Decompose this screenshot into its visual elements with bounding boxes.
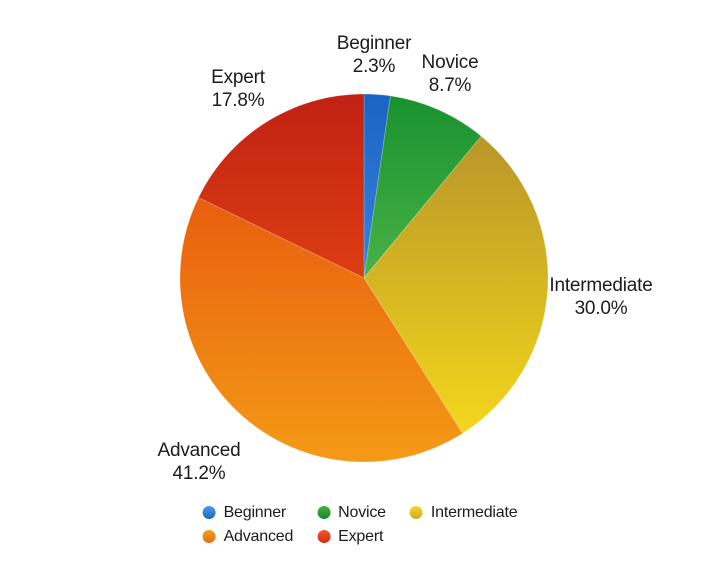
slice-callout-label: Advanced xyxy=(157,440,241,461)
legend-item-expert: Expert xyxy=(317,527,386,546)
slice-callout-label: Beginner xyxy=(336,33,412,54)
legend-item-intermediate: Intermediate xyxy=(409,503,518,522)
legend-item-advanced: Advanced xyxy=(202,527,294,546)
slice-callout-value: 2.3% xyxy=(352,56,396,77)
pie-slice-advanced xyxy=(179,197,463,463)
chart-legend: Beginner Novice Intermediate Advanced Ex… xyxy=(202,503,518,546)
legend-dot-intermediate-icon xyxy=(409,506,423,519)
pie-slice-expert xyxy=(198,93,365,279)
slice-callout-expert: Expert 17.8% xyxy=(211,66,265,112)
pie-slice-beginner xyxy=(363,93,391,279)
slice-callout-value: 8.7% xyxy=(428,75,472,96)
legend-label: Beginner xyxy=(223,503,287,521)
legend-item-beginner: Beginner xyxy=(202,503,294,522)
legend-dot-beginner-icon xyxy=(202,506,216,519)
legend-dot-advanced-icon xyxy=(202,530,216,543)
legend-label: Intermediate xyxy=(430,503,518,521)
slice-callout-value: 41.2% xyxy=(172,463,226,484)
slice-callout-advanced: Advanced 41.2% xyxy=(158,439,241,485)
slice-callout-novice: Novice 8.7% xyxy=(422,51,479,97)
pie-slice-novice xyxy=(363,95,482,279)
legend-dot-novice-icon xyxy=(317,506,331,519)
legend-dot-expert-icon xyxy=(317,530,331,543)
slice-callout-label: Expert xyxy=(211,67,265,88)
slice-callout-label: Intermediate xyxy=(549,275,653,296)
slice-callout-value: 17.8% xyxy=(211,90,265,111)
slice-callout-intermediate: Intermediate 30.0% xyxy=(549,274,652,320)
legend-item-novice: Novice xyxy=(317,503,386,522)
slice-callout-beginner: Beginner 2.3% xyxy=(336,32,412,78)
legend-label: Advanced xyxy=(223,527,294,545)
legend-label: Expert xyxy=(338,527,384,545)
slice-callout-value: 30.0% xyxy=(574,298,628,319)
pie-slice-intermediate xyxy=(363,135,549,434)
slice-callout-label: Novice xyxy=(421,52,479,73)
legend-label: Novice xyxy=(338,503,386,521)
